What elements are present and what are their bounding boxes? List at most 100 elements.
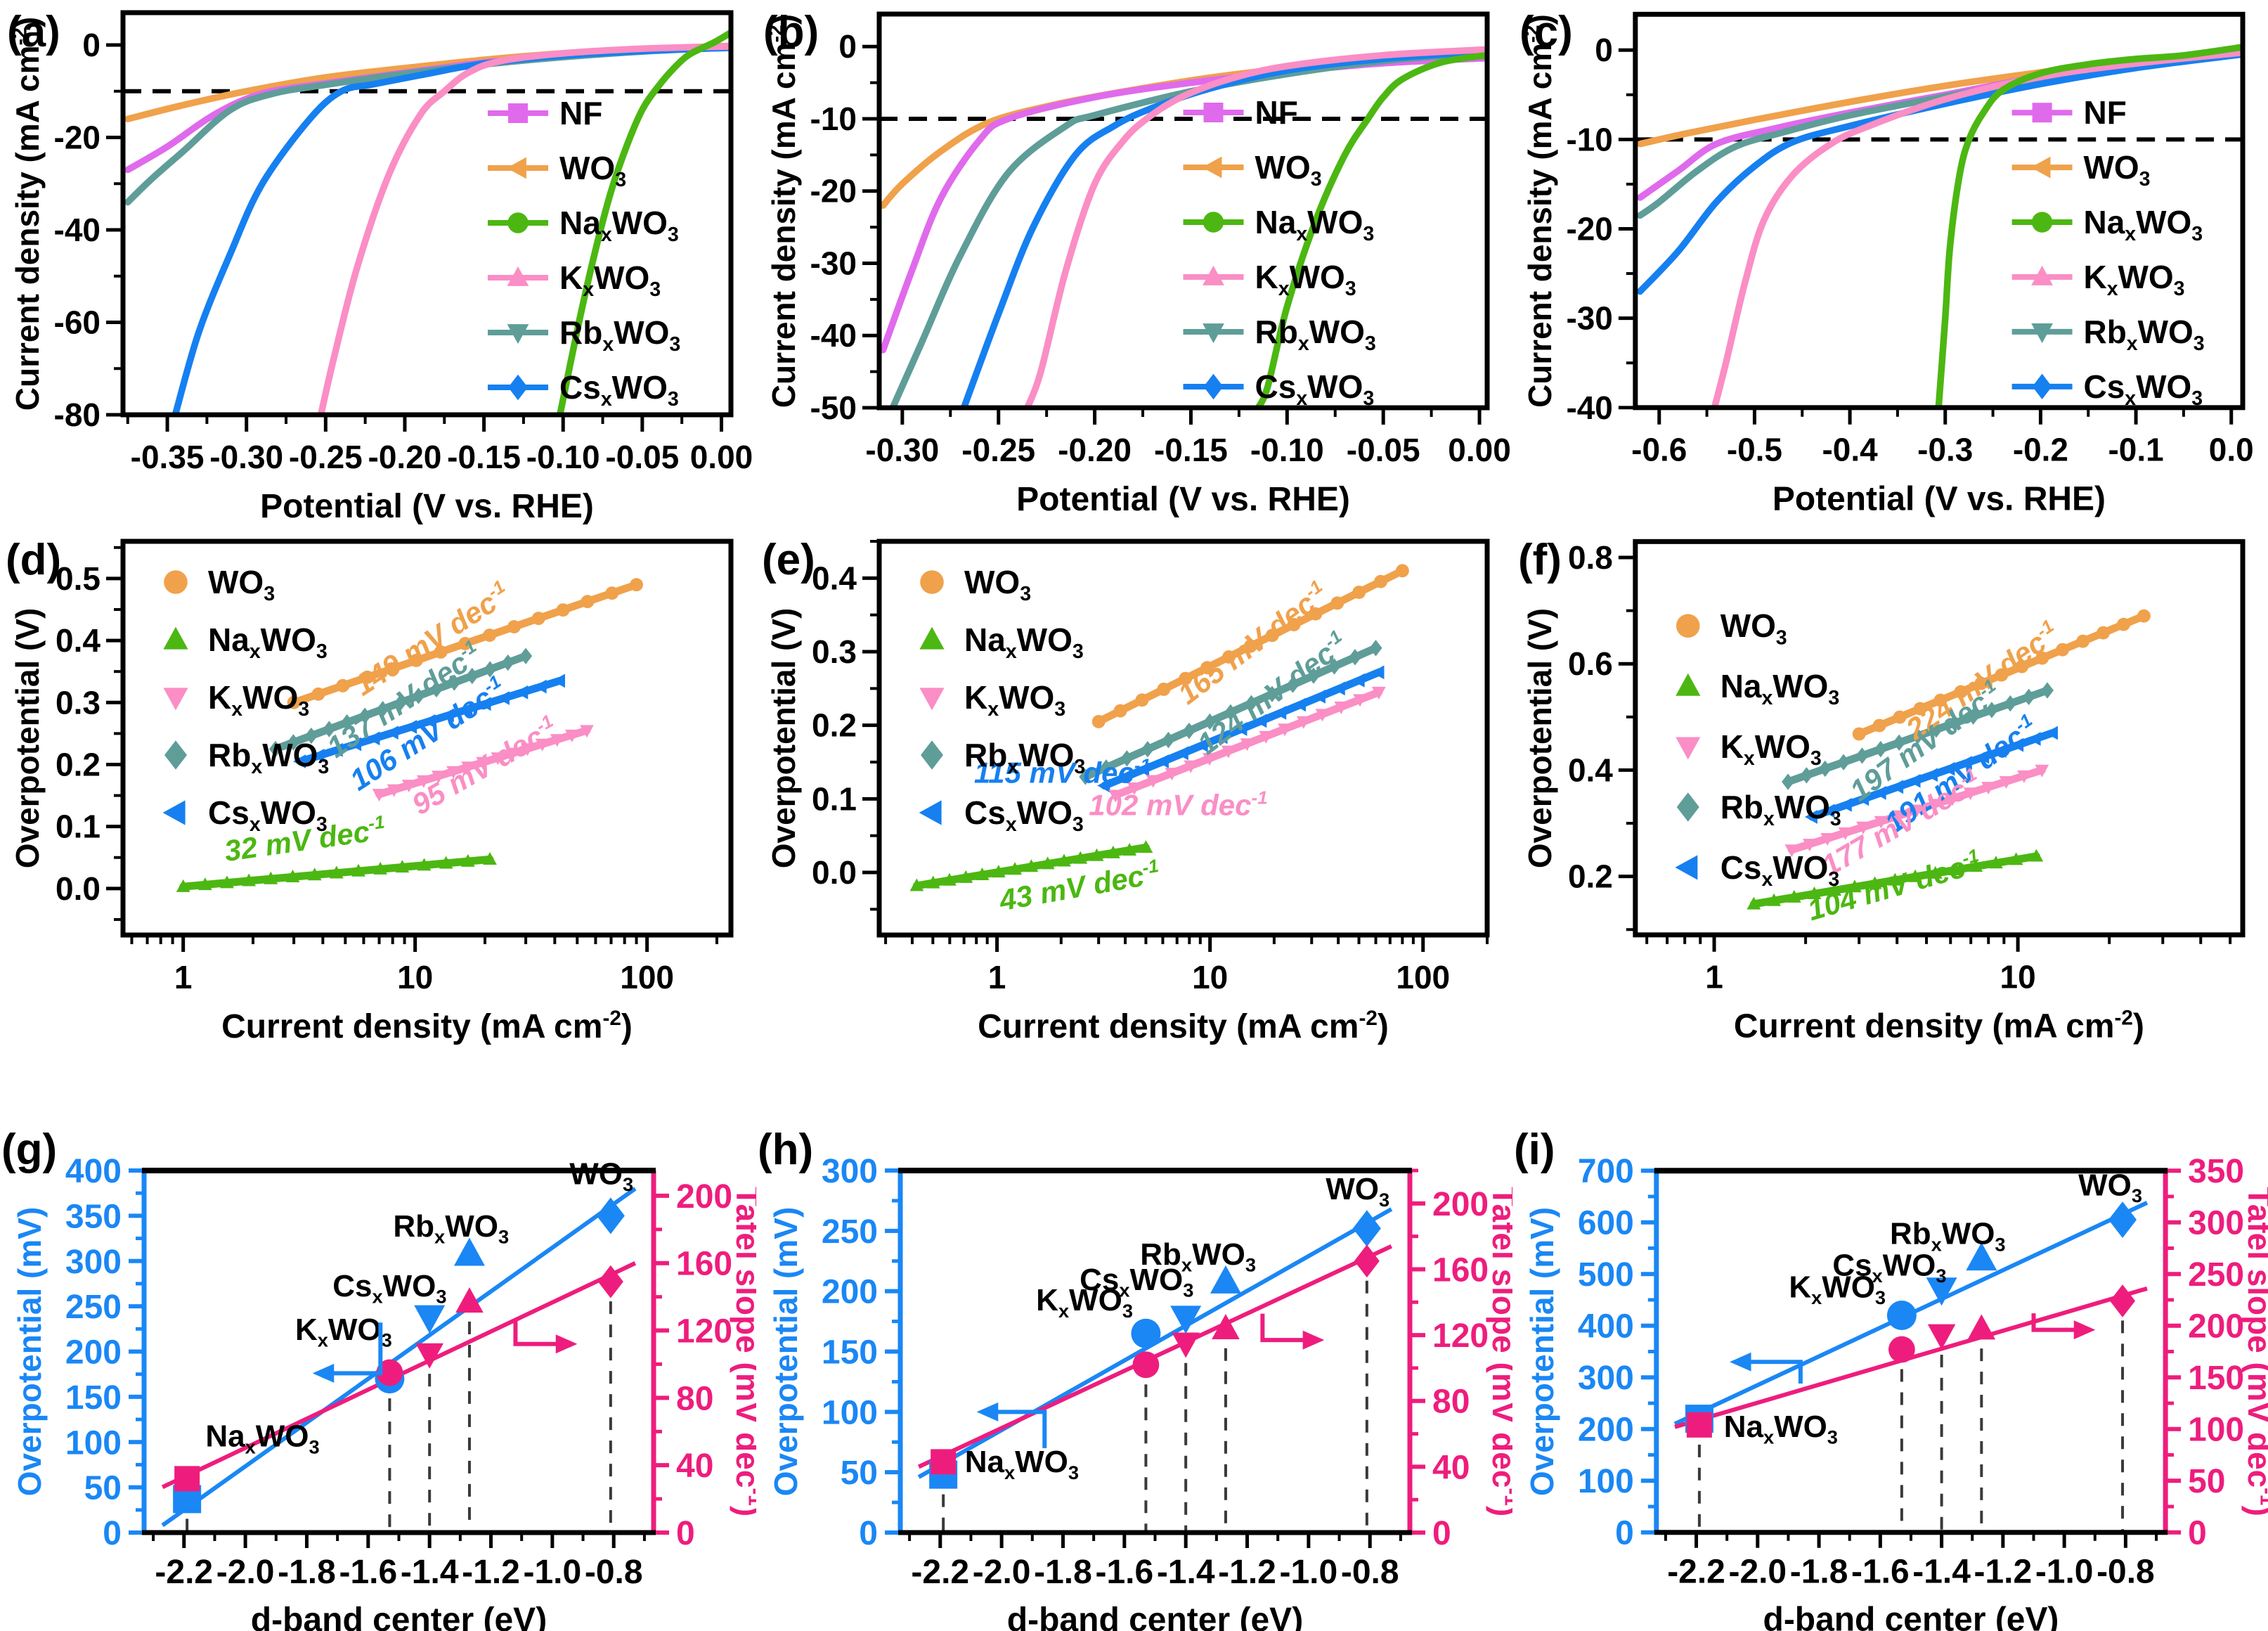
WO3-marker [409,653,423,667]
y-tick-label: -20 [1566,210,1612,247]
KxWO3-marker [446,766,460,779]
right-tick-label: 120 [676,1313,732,1350]
WO3-marker [2015,659,2029,673]
arrowhead [555,1334,578,1354]
NaxWO3-marker [417,858,432,871]
y-tick-label: 0.8 [1568,539,1613,576]
x-tick-label: 1 [174,959,193,995]
KxWO3-marker [550,734,564,747]
NaxWO3-marker [1827,883,1842,896]
KxWO3-marker [387,784,401,797]
CsxWO3-marker [2011,737,2024,752]
KxWO3-marker [535,738,550,752]
panel-d-letter: (d) [6,536,62,584]
KxWO3-marker [1203,753,1217,766]
NaxWO3-marker [2029,849,2044,862]
CsxWO3-marker [1195,738,1208,752]
y-axis-title: Overpotential (V) [1522,608,1558,868]
x-axis-title: Potential (V vs. RHE) [1016,481,1350,518]
KxWO3-marker [372,789,387,802]
NaxWO3-marker [1908,869,1922,882]
left-tick-label: 200 [1578,1412,1634,1449]
legend-label-WO3: WO3 [559,150,626,191]
x-tick-label: -1.6 [339,1554,397,1591]
WO3-marker [434,645,448,659]
WO3-marker [1113,704,1127,718]
panel-h-chart: -2.2 -2.0 -1.8 -1.6 -1.4 -1.2 -1.0 -0.8 0 50 100 15… [767,1153,1512,1631]
point-label-WO3: WO3 [1326,1172,1389,1211]
x-axis-title: Potential (V vs. RHE) [1773,481,2106,518]
axes: 1 10 0.2 0.4 0.6 0.8 [1568,539,2232,995]
NaxWO3-marker [2009,852,2023,865]
y-tick-label: -40 [54,212,101,248]
legend-label-NF: NF [2084,94,2127,131]
right-tick-label: 50 [2188,1463,2225,1500]
WO3-marker [1872,718,1886,733]
legend-label-CsxWO3: CsxWO3 [1721,849,1840,891]
NaxWO3-marker [483,852,497,865]
NaxWO3-marker [163,626,188,650]
RbxWO3-marker [304,727,318,744]
RbxWO3-marker [1966,708,1980,725]
left-tick-label: 100 [822,1394,878,1431]
panel-c: (c) -0.6 -0.5 -0.4 -0.3 -0.2 -0.1 0.0 0 -10 -20 -3… [1512,0,2268,531]
x-tick-label: 1 [988,959,1006,995]
right-tick-label: 0 [2188,1515,2207,1552]
x-tick-label: -0.25 [289,439,363,475]
NF-marker [508,103,528,123]
panel-a-chart: -0.35 -0.30 -0.25 -0.20 -0.15 -0.10 -0.05 0.00 0… [9,10,753,525]
right-tick-label: 200 [676,1178,732,1216]
RbxWO3-tafel-marker [1212,1314,1240,1340]
KxWO3-marker [2035,764,2049,778]
CsxWO3-marker [404,720,417,734]
RbxWO3-marker [1676,792,1699,822]
WO3-marker [1913,702,1927,716]
WO3-marker [1852,727,1866,741]
WO3-marker [1974,676,1988,690]
RbxWO3-marker [1203,713,1217,730]
legend-item-RbxWO3: RbxWO3 [164,737,329,778]
KxWO3-marker [401,780,416,793]
CsxWO3-marker [441,708,454,723]
legend-label-WO3: WO3 [2084,149,2151,191]
y-tick-label: -10 [1566,121,1612,157]
tafel-slope-label-KxWO3: 102 mV dec-1 [1089,787,1267,821]
KxWO3-marker [1945,793,1960,806]
NaxWO3-marker [395,860,410,873]
RbxWO3-marker [1245,695,1258,711]
CsxWO3-marker [460,702,473,717]
NaxWO3-marker [373,861,388,875]
x-tick-label: -2.2 [1667,1554,1725,1591]
CsxWO3-marker [478,697,491,711]
panel-e: (e) 1 10 100 0.0 0.1 0.2 0.3 0.4 Current density… [756,531,1512,1055]
RbxWO3-marker [1893,734,1906,752]
panel-c-letter: (c) [1519,8,1573,56]
CsxWO3-marker [508,374,528,401]
NaxWO3-marker [909,878,924,891]
CsxWO3-tafel-marker [1172,1332,1200,1358]
right-tick-label: 160 [676,1246,732,1283]
x-tick-label: 0.0 [2209,432,2254,468]
KxWO3-marker [1240,738,1255,752]
legend-item-KxWO3: KxWO3 [163,679,309,721]
left-tick-label: 200 [822,1274,878,1311]
right-tick-label: 150 [2188,1360,2244,1397]
KxWO3-marker [416,775,431,788]
KxWO3-marker [520,743,535,756]
y-tick-label: -60 [54,304,101,341]
x-tick-label: -0.3 [1917,432,1973,468]
x-tick-label: -1.0 [524,1554,582,1591]
WO3-marker [2097,626,2110,640]
RbxWO3-marker [2022,688,2035,706]
WO3-marker [1954,685,1968,699]
point-label-RbxWO3: RbxWO3 [1890,1217,2006,1256]
left-tick-label: 700 [1578,1153,1634,1190]
x-tick-label: -0.25 [961,432,1035,468]
legend-label-NaxWO3: NaxWO3 [1721,668,1840,709]
point-label-CsxWO3: CsxWO3 [332,1269,446,1308]
WO3-marker [1287,618,1301,631]
panel-f-chart: 1 10 0.2 0.4 0.6 0.8 Current density (mA cm-2)… [1522,539,2246,1045]
x-tick-label: 10 [397,959,433,995]
WO3-marker [458,637,472,650]
CsxWO3-marker [552,673,565,688]
